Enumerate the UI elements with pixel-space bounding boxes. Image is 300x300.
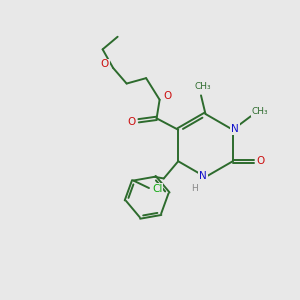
Text: O: O <box>128 117 136 127</box>
Text: O: O <box>257 156 265 166</box>
Text: N: N <box>231 124 239 134</box>
Text: H: H <box>192 184 198 193</box>
Text: Cl: Cl <box>152 184 163 194</box>
Text: O: O <box>100 59 109 69</box>
Text: CH₃: CH₃ <box>194 82 211 91</box>
Text: O: O <box>163 91 171 101</box>
Text: CH₃: CH₃ <box>251 107 268 116</box>
Text: N: N <box>199 171 207 182</box>
